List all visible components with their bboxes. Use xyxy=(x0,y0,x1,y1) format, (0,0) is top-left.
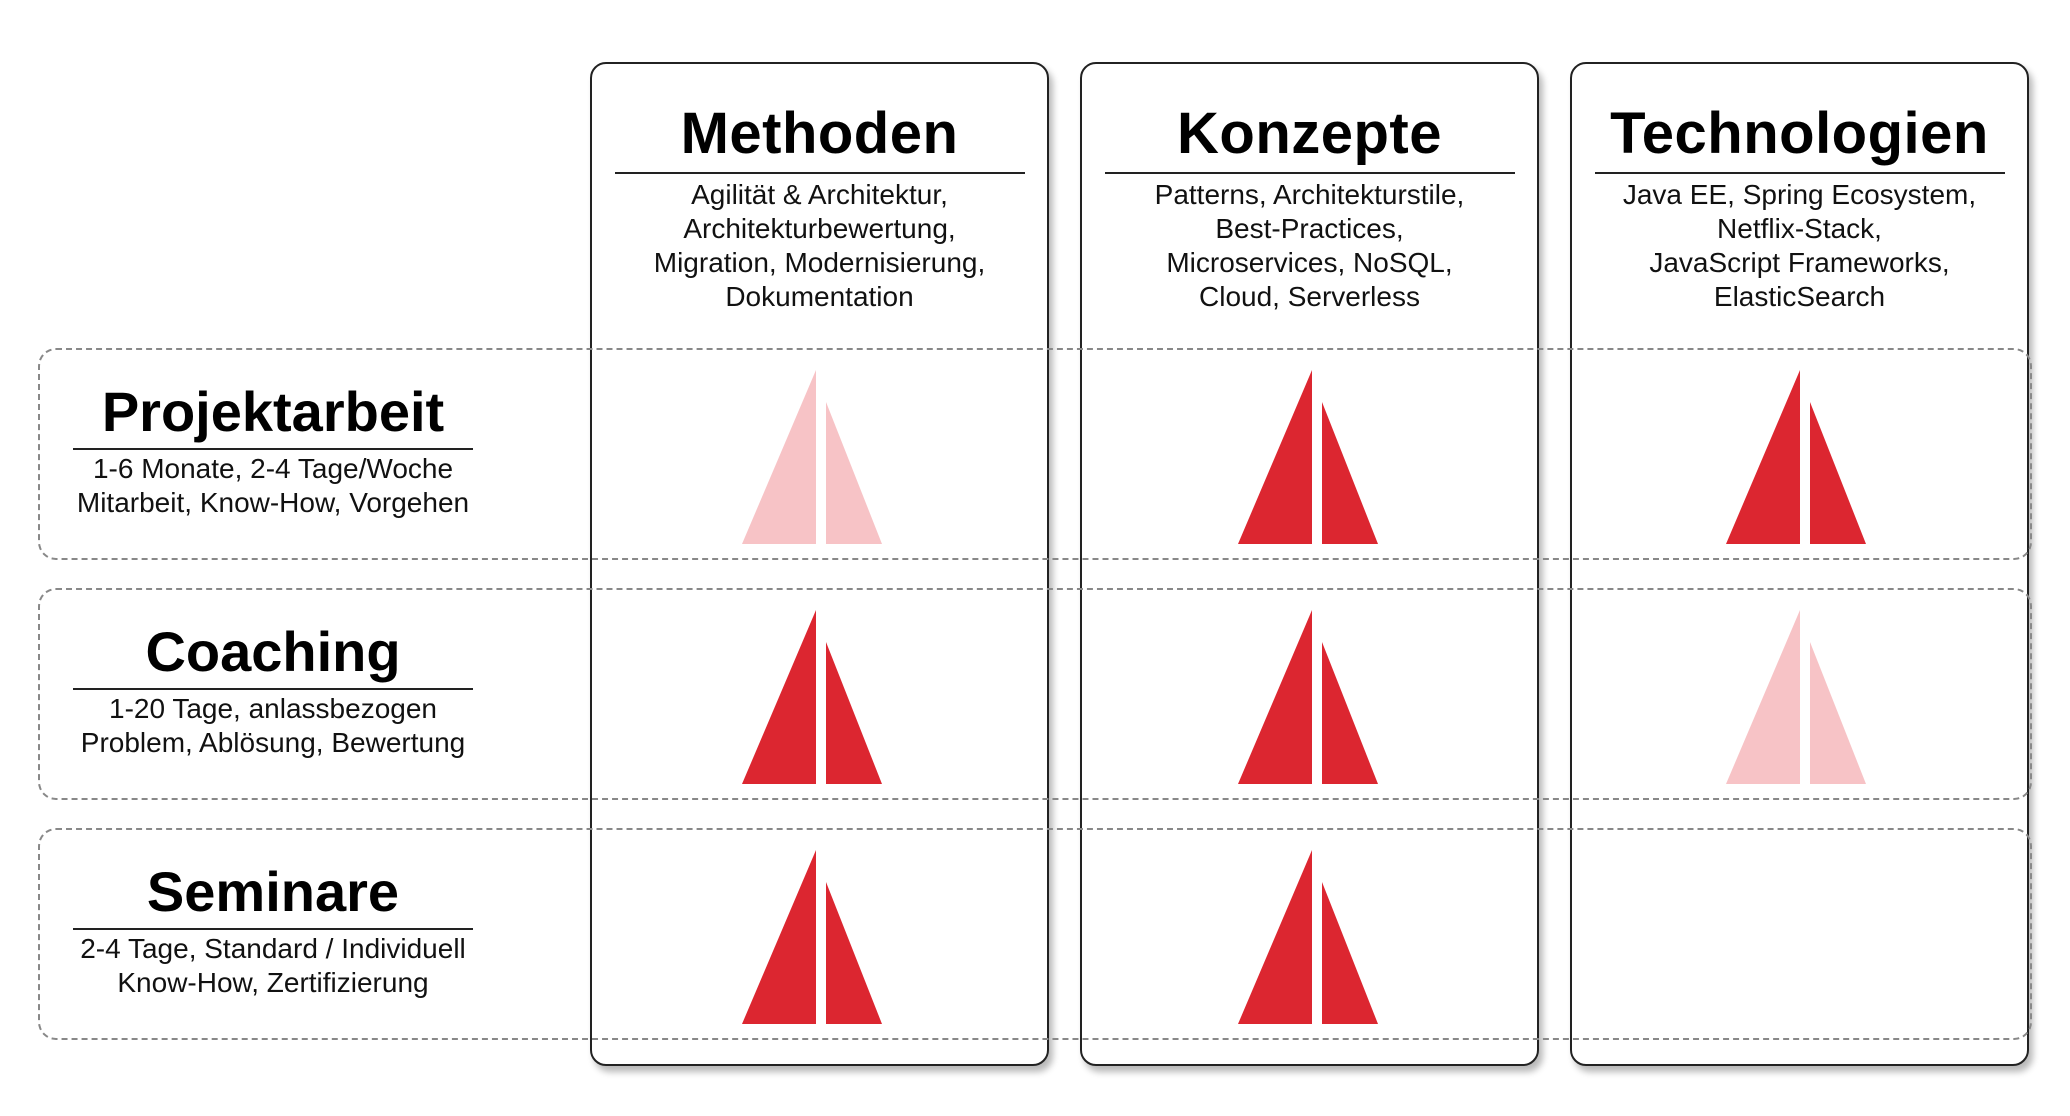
sail-icon xyxy=(1726,370,1866,546)
sail-icon xyxy=(742,850,882,1026)
column-header-methoden: Methoden Agilität & Architektur, Archite… xyxy=(590,100,1049,314)
row-description: 1-20 Tage, anlassbezogen Problem, Ablösu… xyxy=(80,693,466,758)
column-title: Konzepte xyxy=(1177,101,1442,166)
column-description: Patterns, Architekturstile, Best-Practic… xyxy=(1154,179,1465,312)
column-card-technologien xyxy=(1570,62,2029,1066)
column-header-konzepte: Konzepte Patterns, Architekturstile, Bes… xyxy=(1080,100,1539,314)
row-band-seminare xyxy=(38,828,2032,1040)
sail-icon xyxy=(1238,850,1378,1026)
sail-icon xyxy=(742,610,882,786)
row-label-seminare: Seminare 2-4 Tage, Standard / Individuel… xyxy=(38,860,508,1000)
row-description: 1-6 Monate, 2-4 Tage/Woche Mitarbeit, Kn… xyxy=(76,453,470,518)
sail-icon xyxy=(742,370,882,546)
row-description: 2-4 Tage, Standard / Individuell Know-Ho… xyxy=(80,933,466,998)
row-title: Projektarbeit xyxy=(101,380,445,443)
row-title-rule xyxy=(73,928,473,930)
row-title-rule xyxy=(73,688,473,690)
row-band-coaching xyxy=(38,588,2032,800)
row-title: Coaching xyxy=(145,620,401,683)
column-description: Java EE, Spring Ecosystem, Netflix-Stack… xyxy=(1622,179,1977,312)
row-label-projektarbeit: Projektarbeit 1-6 Monate, 2-4 Tage/Woche… xyxy=(38,380,508,520)
column-title: Technologien xyxy=(1610,101,1989,166)
row-title-rule xyxy=(73,448,473,450)
sail-icon xyxy=(1238,610,1378,786)
sail-icon xyxy=(1726,610,1866,786)
column-title-rule xyxy=(1594,172,2005,174)
column-header-technologien: Technologien Java EE, Spring Ecosystem, … xyxy=(1570,100,2029,314)
row-label-coaching: Coaching 1-20 Tage, anlassbezogen Proble… xyxy=(38,620,508,760)
row-band-projektarbeit xyxy=(38,348,2032,560)
column-title-rule xyxy=(614,172,1025,174)
column-card-methoden xyxy=(590,62,1049,1066)
column-title: Methoden xyxy=(680,101,959,166)
sail-icon xyxy=(1238,370,1378,546)
row-title: Seminare xyxy=(146,860,400,923)
column-description: Agilität & Architektur, Architekturbewer… xyxy=(653,179,986,312)
column-title-rule xyxy=(1104,172,1515,174)
